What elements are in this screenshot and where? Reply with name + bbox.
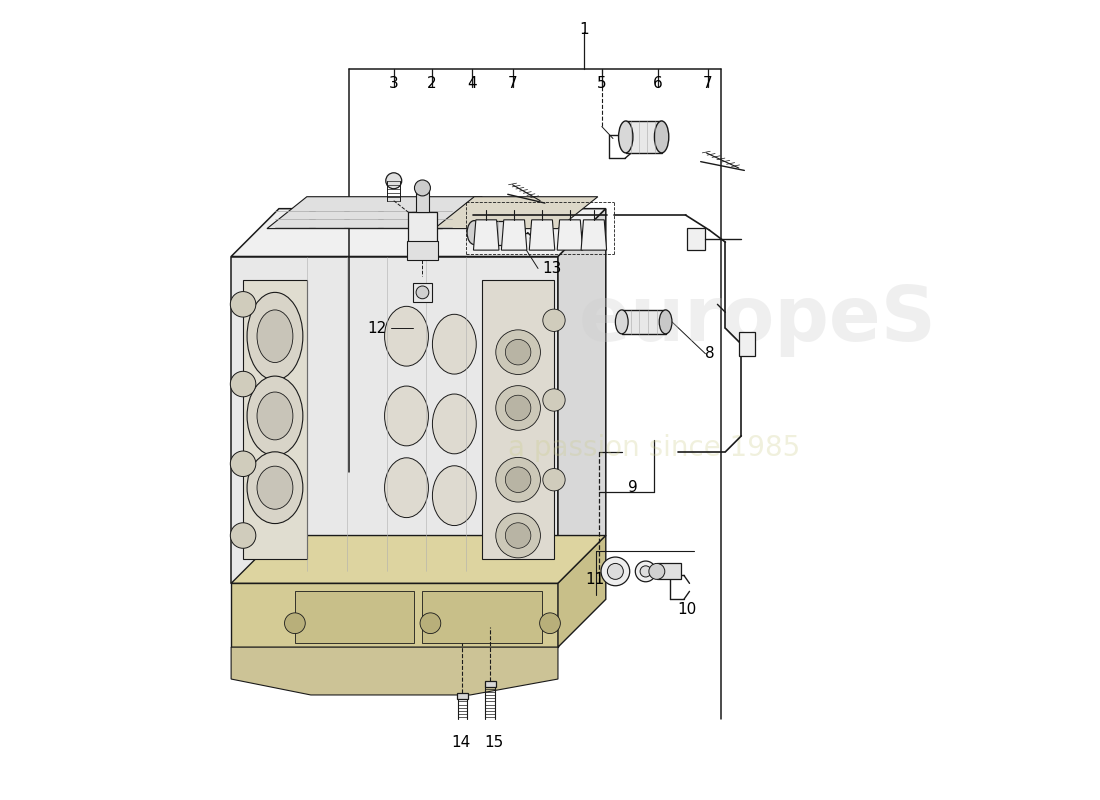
Polygon shape [267,197,482,229]
Circle shape [386,173,402,189]
Text: 14: 14 [451,735,471,750]
Bar [626,121,661,153]
Circle shape [416,286,429,298]
Circle shape [540,613,560,634]
Bar [688,228,705,250]
Bar [621,310,665,334]
Ellipse shape [432,314,476,374]
Bar [482,281,554,559]
Text: 12: 12 [367,321,386,336]
Ellipse shape [618,121,632,153]
Circle shape [496,330,540,374]
Ellipse shape [654,121,669,153]
Text: europeS: europeS [579,283,936,358]
Circle shape [420,613,441,634]
Ellipse shape [615,310,628,334]
Circle shape [542,389,565,411]
Circle shape [496,514,540,558]
Text: 15: 15 [485,735,504,750]
Ellipse shape [468,221,482,245]
Polygon shape [231,209,606,257]
Circle shape [230,291,256,317]
Ellipse shape [659,310,672,334]
Polygon shape [473,220,499,250]
Ellipse shape [257,466,293,510]
Text: 6: 6 [652,76,662,91]
Circle shape [542,309,565,331]
Bar [485,682,496,687]
Polygon shape [434,197,597,229]
Text: 3: 3 [389,76,398,91]
Ellipse shape [248,452,302,523]
Text: 2: 2 [427,76,437,91]
Circle shape [601,557,629,586]
Text: 7: 7 [508,76,517,91]
Circle shape [285,613,306,634]
Text: 8: 8 [705,346,715,362]
Bar [456,694,468,699]
Text: 11: 11 [585,572,604,587]
Text: 4: 4 [468,76,476,91]
Text: 1: 1 [580,22,590,37]
Circle shape [607,563,624,579]
Ellipse shape [385,386,428,446]
Polygon shape [502,220,527,250]
Ellipse shape [257,310,293,362]
Circle shape [415,180,430,196]
Bar [474,221,518,245]
Bar [412,283,432,302]
Bar [657,563,681,579]
Polygon shape [558,535,606,647]
Polygon shape [558,209,606,583]
Text: 13: 13 [542,261,561,276]
Polygon shape [581,220,606,250]
Polygon shape [231,535,606,583]
Circle shape [505,395,531,421]
Circle shape [505,339,531,365]
Text: a passion since 1985: a passion since 1985 [507,434,800,462]
Ellipse shape [248,292,302,380]
Bar [407,241,439,260]
Ellipse shape [432,394,476,454]
Circle shape [636,561,656,582]
Circle shape [230,371,256,397]
Bar [295,591,415,643]
Ellipse shape [257,392,293,440]
Circle shape [649,563,664,579]
Circle shape [496,386,540,430]
Circle shape [496,458,540,502]
Polygon shape [529,220,554,250]
Bar [408,212,437,242]
Text: 5: 5 [597,76,606,91]
Circle shape [640,566,651,577]
Polygon shape [231,257,558,583]
Circle shape [542,469,565,491]
Ellipse shape [385,458,428,518]
Bar [739,332,755,356]
Text: 10: 10 [678,602,696,617]
Ellipse shape [510,221,526,245]
Circle shape [230,522,256,548]
Polygon shape [231,583,558,647]
Ellipse shape [248,376,302,456]
Circle shape [505,522,531,548]
Bar [243,281,307,559]
Bar [422,591,542,643]
Ellipse shape [432,466,476,526]
Text: 7: 7 [703,76,713,91]
Ellipse shape [385,306,428,366]
Circle shape [505,467,531,493]
Polygon shape [231,647,558,695]
Circle shape [230,451,256,477]
Polygon shape [558,220,583,250]
Bar [416,188,429,212]
Text: 9: 9 [628,480,638,495]
